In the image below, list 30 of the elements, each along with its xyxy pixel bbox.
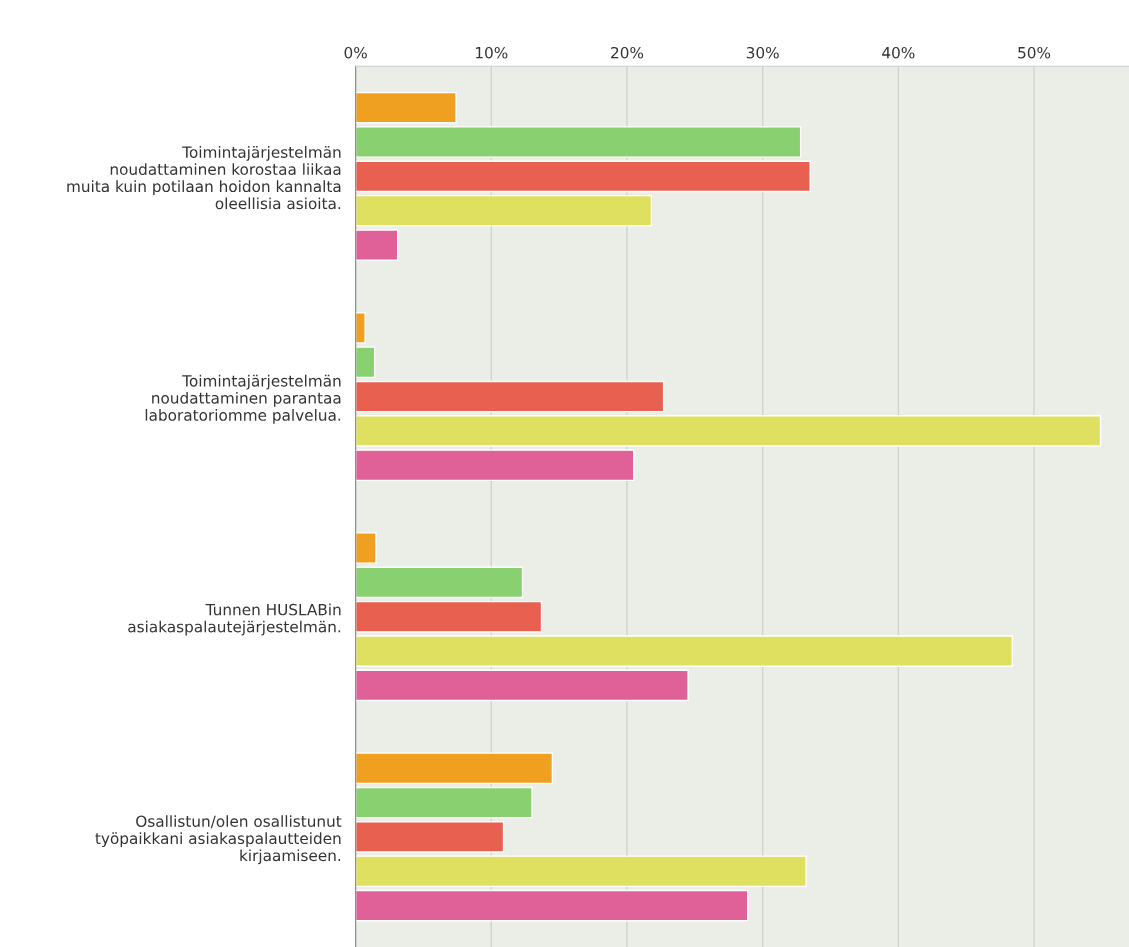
x-tick-label: 40% — [882, 46, 915, 59]
bar — [355, 532, 377, 564]
bar — [355, 91, 457, 124]
x-tick-label: 50% — [1018, 46, 1051, 59]
x-tick-label: 30% — [746, 46, 779, 59]
bar — [355, 855, 807, 888]
bar — [355, 635, 1014, 667]
x-tick-label: 10% — [476, 46, 508, 59]
bar — [355, 126, 802, 158]
bar — [355, 346, 376, 379]
bar — [355, 889, 749, 922]
bar — [355, 194, 653, 227]
y-tick-label: Tunnen HUSLABin asiakaspalautejärjestelmän. — [128, 603, 341, 636]
y-tick-label: Toimintajärjestelmän noudattaminen parantaa laboratoriomme palvelua. — [145, 374, 341, 424]
y-tick-label: Osallistun/olen osallistunut työpaikkani asiakaspalautteiden kirjaamiseen. — [95, 815, 342, 865]
bar — [355, 449, 635, 482]
bar — [355, 160, 811, 193]
bar — [355, 752, 554, 785]
bar — [355, 312, 366, 344]
x-tick-label: 0% — [344, 46, 367, 59]
bar — [355, 786, 533, 819]
bar — [355, 600, 543, 633]
bar — [355, 380, 665, 413]
bar — [355, 566, 524, 599]
y-tick-label: Toimintajärjestelmän noudattaminen korostaa liikaa muita kuin potilaan hoidon kannalta oleellisia asioita. — [67, 146, 341, 210]
bar — [355, 821, 505, 853]
bar — [355, 415, 1102, 447]
bar — [355, 669, 689, 702]
x-tick-label: 20% — [611, 46, 644, 59]
bar — [355, 229, 399, 261]
